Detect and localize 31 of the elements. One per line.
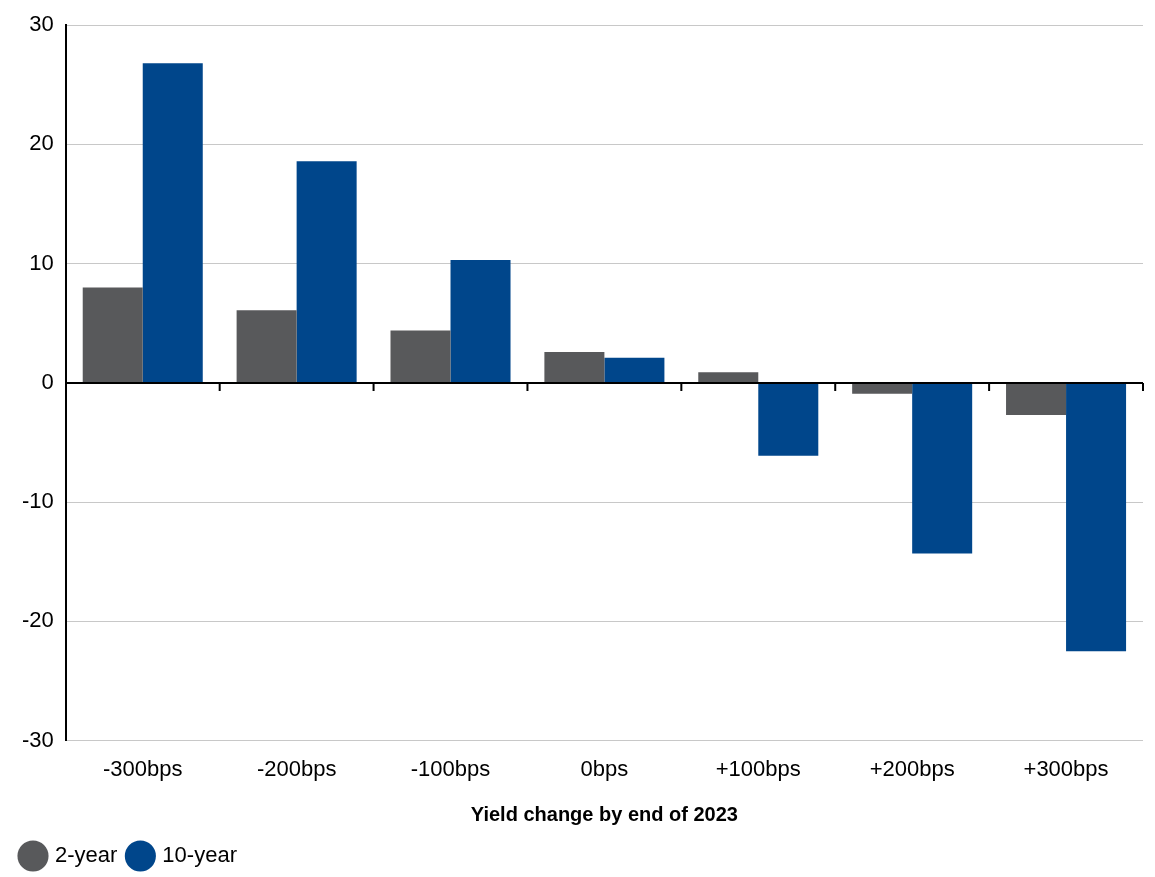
y-tick-label: -10 xyxy=(22,488,54,514)
y-tick-label: 30 xyxy=(29,11,54,37)
bar xyxy=(390,330,451,383)
bar xyxy=(450,260,511,383)
legend-label: 2-year xyxy=(55,842,118,868)
bar xyxy=(604,357,665,383)
x-tick-label: +300bps xyxy=(1023,755,1109,781)
legend-label: 10-year xyxy=(162,842,237,868)
bar xyxy=(758,383,819,456)
x-tick-label: +200bps xyxy=(869,755,955,781)
x-tick-label: +100bps xyxy=(715,755,801,781)
x-tick-label: -200bps xyxy=(256,755,337,781)
y-tick-label: -30 xyxy=(22,726,54,752)
bar xyxy=(544,351,605,383)
bar xyxy=(1006,383,1067,416)
y-tick-label: 10 xyxy=(29,249,54,275)
bar xyxy=(852,383,913,394)
bar xyxy=(236,310,297,383)
bar xyxy=(1066,383,1127,652)
x-tick-label: 0bps xyxy=(580,755,629,781)
bar xyxy=(698,372,759,383)
bar xyxy=(296,161,357,383)
x-tick-label: -300bps xyxy=(102,755,183,781)
x-axis-title: Yield change by end of 2023 xyxy=(470,802,738,825)
y-tick-label: 0 xyxy=(41,368,54,394)
y-tick-label: 20 xyxy=(29,130,54,156)
bar xyxy=(912,383,973,554)
bar xyxy=(142,63,203,383)
bar xyxy=(82,287,143,383)
y-tick-label: -20 xyxy=(22,607,54,633)
x-tick-label: -100bps xyxy=(410,755,491,781)
